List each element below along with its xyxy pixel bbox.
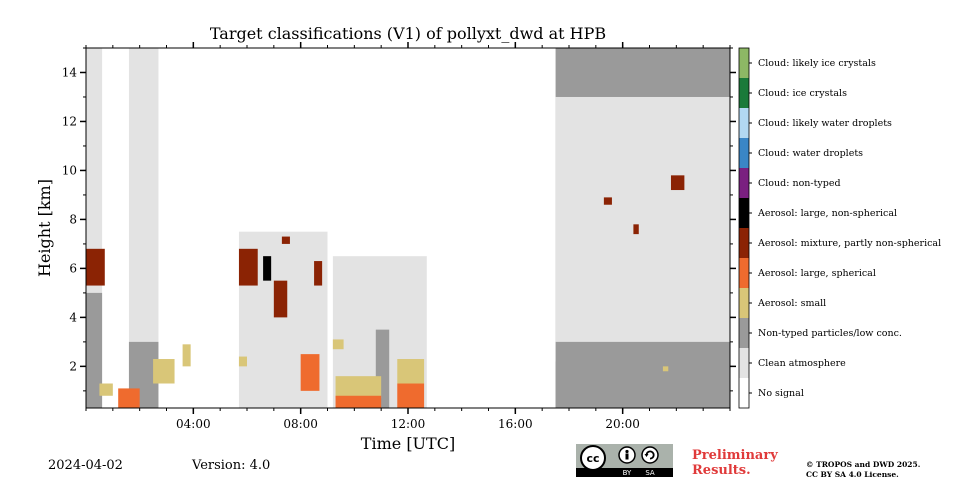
cc-logo-icon: cc [580,445,606,471]
x-tick-label: 08:00 [283,417,318,431]
colorbar-label: Cloud: non-typed [758,178,841,189]
cc-by-label: BY [623,469,632,477]
colorbar-swatch [739,288,749,318]
colorbar-swatch [739,198,749,228]
class-region-29 [670,175,685,191]
y-tick-label: 14 [62,65,78,79]
colorbar-label: No signal [758,388,804,399]
x-tick-label: 04:00 [176,417,211,431]
y-tick-label: 4 [69,310,77,324]
copyright-line-2: CC BY SA 4.0 License. [806,470,899,479]
y-tick-label: 12 [62,114,77,128]
colorbar-swatch [739,228,749,258]
copyright-notice: © TROPOS and DWD 2025. CC BY SA 4.0 Lice… [806,460,920,480]
plot-area [86,48,730,408]
colorbar-swatch [739,318,749,348]
class-region-16 [263,256,272,281]
class-region-14 [182,344,191,367]
class-region-19 [314,261,323,286]
class-region-10 [86,248,105,286]
y-axis-label: Height [km] [35,179,54,277]
class-region-24 [335,395,382,408]
colorbar-swatch [739,108,749,138]
class-region-30 [662,366,669,372]
colorbar-swatch [739,48,749,78]
x-tick-label: 20:00 [605,417,640,431]
footer-version: Version: 4.0 [192,458,271,473]
x-tick-label: 16:00 [498,417,533,431]
cc-by-sa-badge[interactable]: cc BY SA [576,444,673,477]
class-region-27 [603,197,612,205]
colorbar-swatch [739,348,749,378]
svg-text:cc: cc [586,452,599,465]
class-region-26 [397,383,425,408]
colorbar-label: Cloud: water droplets [758,148,863,159]
y-tick-label: 6 [69,261,77,275]
copyright-line-1: © TROPOS and DWD 2025. [806,460,921,469]
colorbar-label: Aerosol: small [757,298,826,309]
colorbar-label: Cloud: ice crystals [758,88,847,99]
colorbar-label: Aerosol: large, spherical [757,268,876,279]
class-region-25 [397,359,425,384]
colorbar-label: Clean atmosphere [758,358,846,369]
class-region-15 [238,248,258,286]
colorbar-label: Aerosol: mixture, partly non-spherical [757,238,941,249]
colorbar-swatch [739,78,749,108]
y-tick-label: 8 [69,212,77,226]
cc-sa-label: SA [645,469,655,477]
preliminary-notice: Preliminary Results. [692,448,778,478]
footer-date: 2024-04-02 [48,458,123,473]
preliminary-line-2: Results. [692,463,751,478]
x-tick-label: 12:00 [391,417,426,431]
colorbar-swatch [739,378,749,408]
axes: 04:00 08:00 12:00 16:00 20:00 2 4 6 8 10 12 14 [62,42,736,431]
class-region-18 [281,236,290,244]
class-region-11 [99,383,113,396]
y-tick-label: 10 [62,163,77,177]
y-tick-label: 2 [69,359,77,373]
colorbar-label: Aerosol: large, non-spherical [757,208,897,219]
class-region-28 [633,224,639,235]
colorbar-swatch [739,138,749,168]
class-region-12 [118,388,140,408]
chart-title: Target classifications (V1) of pollyxt_d… [209,24,607,43]
class-region-13 [153,359,175,384]
class-region-17 [273,280,288,318]
preliminary-line-1: Preliminary [692,448,778,463]
attribution-icon [618,446,636,464]
colorbar-label: Cloud: likely water droplets [758,118,892,129]
class-region-9 [555,361,730,408]
class-region-23 [335,376,382,399]
colorbar-label: Non-typed particles/low conc. [758,328,902,339]
colorbar-legend: No signal Clean atmosphere Non-typed parti… [738,47,941,409]
colorbar-swatch [739,258,749,288]
share-alike-icon [641,446,659,464]
class-region-8 [555,96,730,342]
colorbar-swatch [739,168,749,198]
class-region-21 [300,354,320,391]
class-region-1 [86,292,103,408]
colorbar-label: Cloud: likely ice crystals [758,58,876,69]
x-axis-label: Time [UTC] [361,434,455,453]
colorbar-frame [738,47,750,409]
class-region-20 [238,356,247,367]
class-region-22 [332,339,344,350]
